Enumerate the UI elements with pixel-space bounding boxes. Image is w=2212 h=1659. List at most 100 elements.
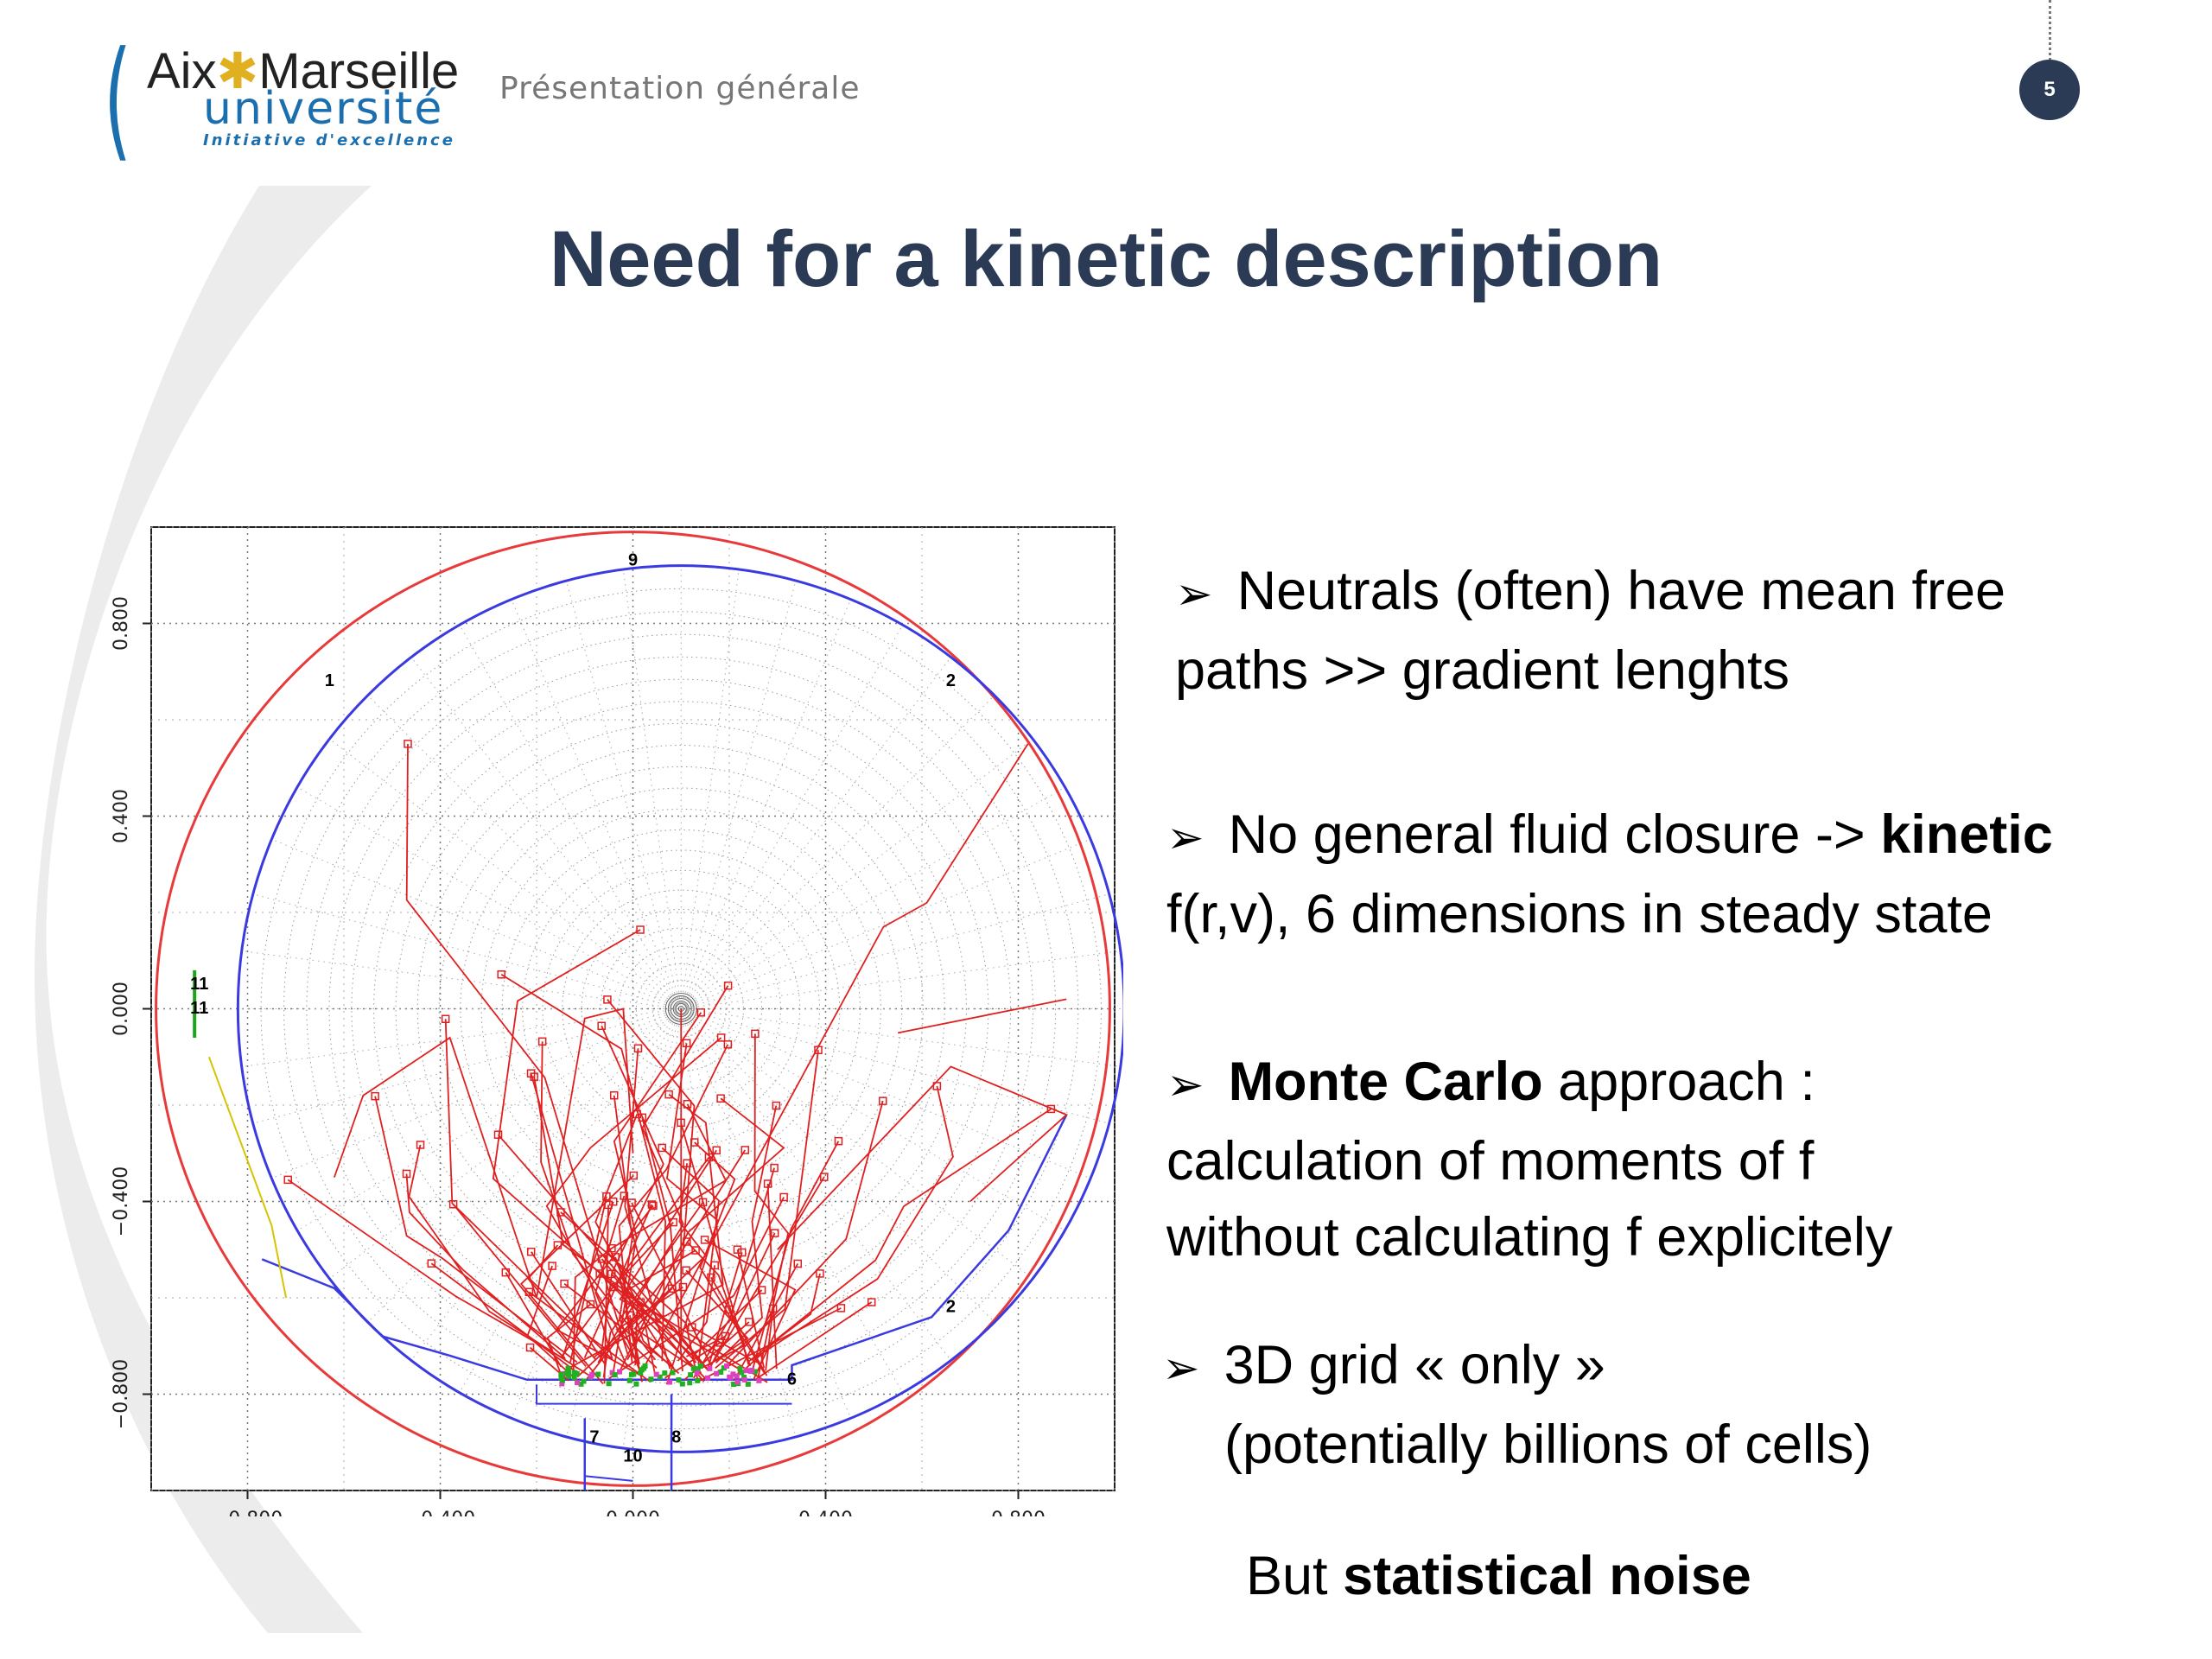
surface-hit-marker xyxy=(558,1371,564,1377)
mesh-spoke xyxy=(367,1008,682,1323)
trajectory-marker xyxy=(586,1300,595,1309)
trajectory-marker xyxy=(497,970,505,979)
trajectory-marker xyxy=(448,1199,458,1209)
trajectory-marker xyxy=(721,1332,730,1341)
trajectory-marker xyxy=(627,1198,636,1207)
surface-hit-marker xyxy=(704,1375,710,1381)
logo-text-marseille: Marseille xyxy=(258,43,460,99)
mesh-ring xyxy=(351,678,1012,1339)
trajectory-marker xyxy=(629,1171,639,1180)
mesh-ring xyxy=(283,611,1079,1407)
monte-carlo-trajectory-plot: 9 1 2 11 11 2 6 7 8 10 −0.800 −0.400 0.000 0.400 0.800… xyxy=(111,526,1123,1516)
boundary-label: 10 xyxy=(623,1447,642,1466)
trajectory-marker xyxy=(691,1246,700,1255)
surface-hit-marker xyxy=(589,1372,595,1378)
x-tick-label: −0.800 xyxy=(213,1509,283,1516)
trajectory-marker xyxy=(738,1248,747,1257)
mesh-spoke xyxy=(680,738,1033,1009)
mesh-spoke xyxy=(680,1008,851,1419)
arrow-bullet-icon: ➢ xyxy=(1166,1059,1205,1111)
trajectory-marker xyxy=(932,1082,942,1090)
bullet-text: approach : xyxy=(1558,1052,1815,1112)
trajectory-marker xyxy=(716,1094,725,1103)
bullet-text: Neutrals (often) have mean free xyxy=(1236,561,2006,621)
neutral-trajectory xyxy=(685,1335,726,1357)
trajectory-marker xyxy=(595,1269,604,1278)
neutral-trajectory xyxy=(530,1072,613,1360)
arrow-bullet-icon: ➢ xyxy=(1175,569,1213,620)
surface-hit-marker xyxy=(617,1369,623,1375)
trajectory-marker xyxy=(707,1273,715,1282)
mesh-spoke xyxy=(680,599,851,1009)
mesh-spoke xyxy=(459,1008,682,1393)
boundary-label: 2 xyxy=(946,1298,956,1317)
trajectory-marker xyxy=(283,1175,292,1185)
mesh-ring xyxy=(635,963,727,1054)
surface-hit-marker xyxy=(690,1365,696,1371)
trajectory-marker xyxy=(636,925,645,934)
neutral-trajectory xyxy=(520,1174,634,1385)
neutral-trajectory xyxy=(753,1033,790,1383)
trajectory-marker xyxy=(682,1039,691,1048)
boundary-label: 6 xyxy=(787,1370,797,1389)
neutral-trajectory xyxy=(526,1265,581,1384)
section-label: Présentation générale xyxy=(499,71,861,106)
neutral-trajectory xyxy=(576,1163,708,1378)
neutral-trajectory xyxy=(619,1149,747,1374)
trajectory-marker xyxy=(816,1269,824,1278)
trajectory-marker xyxy=(493,1130,503,1139)
mesh-spoke xyxy=(680,1008,951,1361)
trajectory-marker xyxy=(700,1236,709,1244)
neutral-trajectory xyxy=(734,1263,799,1381)
neutral-trajectory xyxy=(715,1050,819,1370)
trajectory-marker xyxy=(402,1169,411,1179)
mesh-spoke xyxy=(680,786,1065,1009)
trajectory-marker xyxy=(526,1247,536,1256)
mesh-ring xyxy=(542,869,821,1148)
trajectory-marker xyxy=(745,1318,753,1326)
surface-hit-marker xyxy=(687,1380,693,1386)
surface-hit-marker xyxy=(679,1381,685,1387)
surface-hit-marker xyxy=(752,1369,758,1375)
neutral-trajectory xyxy=(605,1103,728,1371)
y-tick-label: 0.800 xyxy=(111,596,132,651)
neutral-trajectory xyxy=(528,1291,652,1383)
mesh-spoke xyxy=(241,1008,682,1067)
surface-hit-marker xyxy=(609,1370,615,1376)
y-tick-label: −0.400 xyxy=(111,1166,132,1236)
surface-hit-marker xyxy=(657,1374,663,1380)
boundary-label: 8 xyxy=(671,1427,681,1446)
surface-hit-marker xyxy=(731,1382,737,1388)
neutral-trajectory xyxy=(710,1276,768,1376)
divertor-plate xyxy=(536,1384,792,1405)
trajectory-marker xyxy=(548,1262,556,1270)
mesh-spoke xyxy=(252,1008,682,1124)
bullet-monte-carlo: ➢ Monte Carlo approach : calculation of m… xyxy=(1166,1044,1892,1275)
y-tick-label: 0.400 xyxy=(111,789,132,843)
mesh-spoke xyxy=(681,1008,1121,1067)
surface-hit-marker xyxy=(653,1371,659,1377)
plasma-boundary xyxy=(237,564,1123,1453)
trajectory-marker xyxy=(678,1282,688,1292)
trajectory-marker xyxy=(710,1261,719,1270)
boundary-label: 7 xyxy=(589,1427,599,1446)
mesh-ring xyxy=(373,701,989,1317)
surface-hit-marker xyxy=(741,1376,747,1382)
trajectory-marker xyxy=(371,1091,379,1101)
bullet-text: (potentially billions of cells) xyxy=(1224,1414,1872,1475)
mesh-spoke xyxy=(622,1008,682,1449)
bullet-text: without calculating f explicitely xyxy=(1166,1207,1893,1268)
surface-hit-marker xyxy=(559,1381,565,1387)
mesh-spoke xyxy=(680,580,797,1009)
neutral-trajectory xyxy=(751,1085,954,1361)
surface-hit-marker xyxy=(667,1379,673,1385)
trajectory-marker xyxy=(664,1090,673,1099)
mesh-ring xyxy=(581,908,781,1109)
surface-hit-marker xyxy=(718,1370,724,1376)
divertor-contour xyxy=(261,1114,1068,1382)
surface-hit-marker xyxy=(694,1370,700,1376)
bullet-bold-text: Monte Carlo xyxy=(1228,1052,1543,1112)
mesh-spoke xyxy=(681,838,1091,1009)
divertor-floor xyxy=(584,1475,633,1482)
surface-hit-marker xyxy=(721,1365,727,1371)
